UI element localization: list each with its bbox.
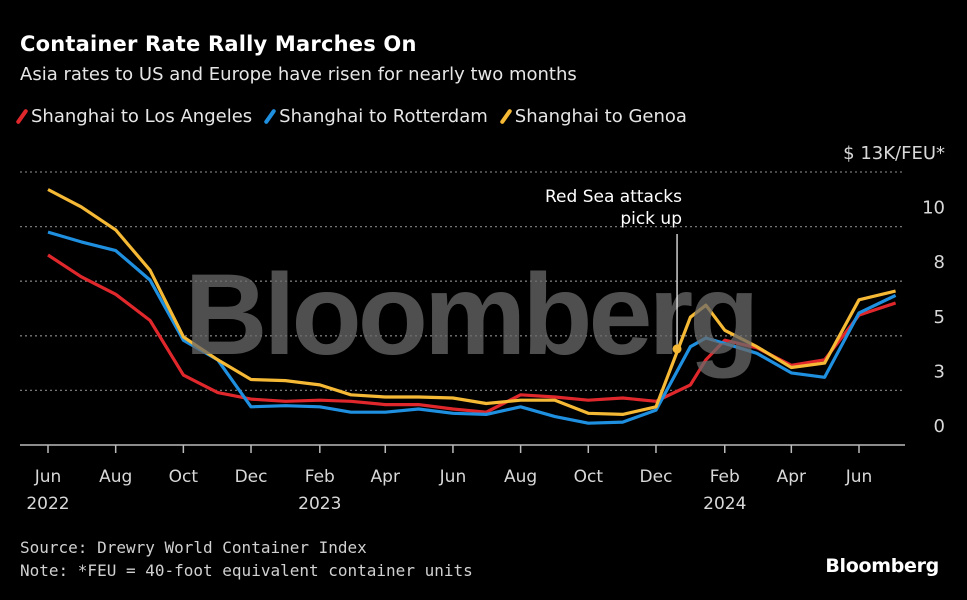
series-line-0 xyxy=(47,253,897,414)
x-tick-year-label: 2024 xyxy=(703,494,746,514)
x-tick-label: Jun xyxy=(845,467,873,487)
x-tick-label: Dec xyxy=(640,467,673,487)
chart-subtitle: Asia rates to US and Europe have risen f… xyxy=(20,64,577,85)
x-tick-label: Feb xyxy=(710,467,740,487)
y-tick-label: 3 xyxy=(934,361,945,382)
y-tick-label: 5 xyxy=(934,307,945,328)
x-tick-label: Feb xyxy=(305,467,335,487)
bloomberg-logo: Bloomberg xyxy=(825,555,939,577)
watermark: Bloomberg xyxy=(185,251,756,379)
x-tick-label: Aug xyxy=(504,467,537,487)
x-tick-label: Oct xyxy=(574,467,604,487)
legend-label: Shanghai to Los Angeles xyxy=(31,106,253,127)
x-tick-year-label: 2023 xyxy=(298,494,341,514)
legend-item-los-angeles: Shanghai to Los Angeles xyxy=(15,106,253,127)
x-tick-label: Dec xyxy=(235,467,268,487)
x-tick-label: Jun xyxy=(34,467,62,487)
y-tick-label: 0 xyxy=(934,416,945,437)
y-tick-label: 10 xyxy=(922,198,945,219)
annotation-dot xyxy=(672,344,682,354)
x-tick-year-label: 2022 xyxy=(26,494,69,514)
legend-label: Shanghai to Genoa xyxy=(514,106,687,127)
annotation-text: Red Sea attacks xyxy=(545,187,682,207)
series-line-1 xyxy=(47,230,897,425)
source-note: Source: Drewry World Container Index xyxy=(20,538,367,557)
x-tick-label: Jun xyxy=(439,467,467,487)
x-tick-label: Aug xyxy=(99,467,132,487)
legend-item-rotterdam: Shanghai to Rotterdam xyxy=(263,106,488,127)
series-line-2 xyxy=(47,188,896,416)
legend: Shanghai to Los Angeles Shanghai to Rott… xyxy=(15,106,687,127)
footnote: Note: *FEU = 40-foot equivalent containe… xyxy=(20,561,473,580)
y-tick-label: $ 13K/FEU* xyxy=(843,143,945,164)
x-tick-label: Apr xyxy=(777,467,806,487)
x-tick-label: Apr xyxy=(371,467,400,487)
legend-item-genoa: Shanghai to Genoa xyxy=(499,106,687,127)
chart-title: Container Rate Rally Marches On xyxy=(20,32,417,56)
legend-label: Shanghai to Rotterdam xyxy=(279,106,488,127)
annotation-text: pick up xyxy=(620,209,682,229)
x-tick-label: Oct xyxy=(169,467,199,487)
y-tick-label: 8 xyxy=(934,252,945,273)
